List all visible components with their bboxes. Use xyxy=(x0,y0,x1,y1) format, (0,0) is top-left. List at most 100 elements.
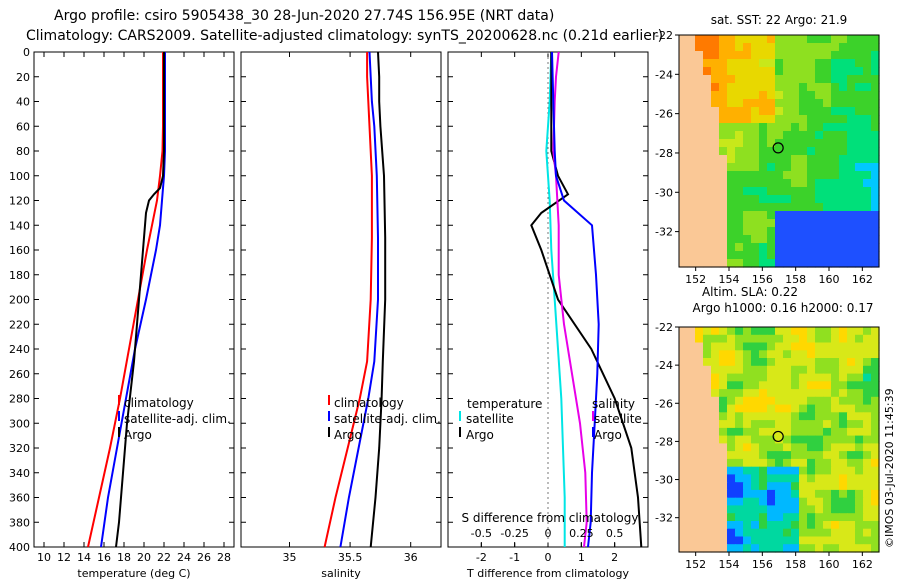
map-cell xyxy=(703,513,712,522)
map-cell xyxy=(743,51,752,60)
map-cell xyxy=(815,211,824,220)
map-cell xyxy=(775,536,784,545)
map-cell xyxy=(791,35,800,44)
map-cell xyxy=(735,404,744,413)
map-cell xyxy=(839,211,848,220)
map-cell xyxy=(847,389,856,398)
map-cell xyxy=(743,342,752,351)
map-cell xyxy=(767,342,776,351)
map-cell xyxy=(687,123,696,132)
map-cell xyxy=(751,115,760,124)
map-cell xyxy=(871,67,880,76)
map-cell xyxy=(759,115,768,124)
map-cell xyxy=(719,155,728,164)
map-cell xyxy=(783,187,792,196)
map-cell xyxy=(759,107,768,116)
map-cell xyxy=(695,544,704,553)
map-cell xyxy=(799,350,808,359)
map-cell xyxy=(823,536,832,545)
map-cell xyxy=(791,466,800,476)
map-x-tick-label: 154 xyxy=(719,273,740,286)
map-cell xyxy=(767,123,776,132)
map-cell xyxy=(847,458,856,468)
map-cell xyxy=(703,75,712,84)
map-cell xyxy=(823,396,832,406)
map-cell xyxy=(855,505,864,514)
map-cell xyxy=(703,51,712,60)
map-cell xyxy=(807,482,816,491)
map-cell xyxy=(703,350,712,359)
map-cell xyxy=(823,466,832,476)
map-cell xyxy=(839,259,848,268)
map-cell xyxy=(855,536,864,545)
map-cell xyxy=(855,139,864,148)
map-cell xyxy=(863,99,872,108)
map-cell xyxy=(783,513,792,522)
map-cell xyxy=(703,251,712,260)
difference-panel: -2 -1 0 1 2T difference from climatology-0.5… xyxy=(447,51,649,580)
map-cell xyxy=(679,389,688,398)
map-cell xyxy=(831,107,840,116)
map-cell xyxy=(711,497,720,507)
map-cell xyxy=(759,43,768,52)
map-cell xyxy=(815,327,824,336)
map-cell xyxy=(791,83,800,92)
map-cell xyxy=(855,115,864,124)
map-cell xyxy=(767,443,776,452)
map-cell xyxy=(871,227,880,236)
y-tick-label: 400 xyxy=(9,541,30,554)
map-cell xyxy=(687,466,696,476)
map-cell xyxy=(711,358,720,367)
map-cell xyxy=(791,420,800,429)
map-cell xyxy=(783,155,792,164)
map-cell xyxy=(751,373,760,382)
map-cell xyxy=(863,412,872,421)
map-cell xyxy=(831,443,840,452)
map-cell xyxy=(703,365,712,375)
map-cell xyxy=(687,147,696,156)
map-cell xyxy=(815,396,824,406)
map-cell xyxy=(767,251,776,260)
map-cell xyxy=(767,219,776,228)
map-cell xyxy=(783,435,792,444)
map-cell xyxy=(863,139,872,148)
map-cell xyxy=(759,342,768,351)
map-cell xyxy=(719,466,728,476)
map-cell xyxy=(799,521,808,530)
map-cell xyxy=(823,195,832,204)
map-cell xyxy=(823,43,832,52)
map-cell xyxy=(847,489,856,499)
map-cell xyxy=(871,147,880,156)
map-cell xyxy=(847,243,856,252)
map-cell xyxy=(743,147,752,156)
map-cell xyxy=(839,91,848,100)
map-cell xyxy=(855,211,864,220)
map-cell xyxy=(807,505,816,514)
y-tick-label: 160 xyxy=(9,244,30,257)
map-cell xyxy=(847,358,856,367)
map-cell xyxy=(783,227,792,236)
map-cell xyxy=(679,466,688,476)
map-cell xyxy=(815,51,824,60)
map-cell xyxy=(831,358,840,367)
map-cell xyxy=(735,412,744,421)
map-cell xyxy=(711,404,720,413)
map-cell xyxy=(679,327,688,336)
map-cell xyxy=(807,59,816,68)
map-cell xyxy=(823,412,832,421)
map-cell xyxy=(791,412,800,421)
map-cell xyxy=(703,219,712,228)
map-cell xyxy=(863,342,872,351)
map-cell xyxy=(719,350,728,359)
map-cell xyxy=(823,259,832,268)
map-cell xyxy=(823,327,832,336)
map-cell xyxy=(855,334,864,344)
map-cell xyxy=(863,163,872,172)
map-cell xyxy=(759,147,768,156)
map-cell xyxy=(871,139,880,148)
map-cell xyxy=(679,107,688,116)
map-cell xyxy=(703,115,712,124)
map-cell xyxy=(719,373,728,382)
map-cell xyxy=(847,482,856,491)
map-title: sat. SST: 22 Argo: 21.9 xyxy=(711,13,848,27)
